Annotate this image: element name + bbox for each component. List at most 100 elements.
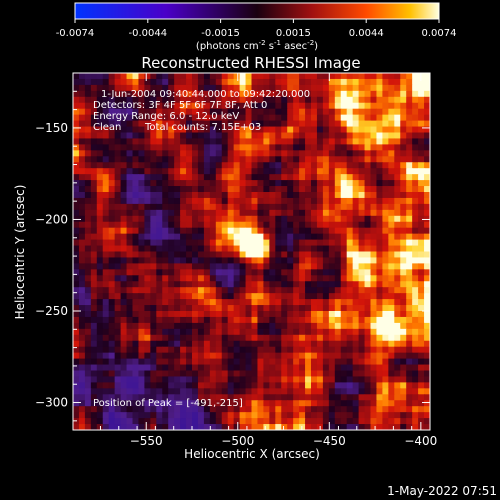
heatmap-cell: [186, 73, 193, 80]
heatmap-cell: [322, 132, 330, 140]
heatmap-cell: [328, 346, 336, 354]
heatmap-cell: [370, 144, 378, 151]
heatmap-cell: [180, 269, 187, 276]
heatmap-cell: [245, 376, 253, 383]
heatmap-cell: [418, 316, 425, 324]
heatmap-cell: [406, 352, 413, 360]
heatmap-cell: [84, 90, 92, 98]
heatmap-cell: [78, 263, 86, 270]
heatmap-cell: [275, 221, 282, 229]
heatmap-cell: [144, 334, 151, 342]
heatmap-cell: [257, 84, 264, 92]
heatmap-cell: [251, 192, 259, 199]
heatmap-cell: [78, 269, 86, 276]
heatmap-cell: [275, 346, 282, 354]
heatmap-cell: [251, 388, 259, 395]
heatmap-cell: [316, 227, 324, 235]
heatmap-cell: [364, 162, 372, 169]
heatmap-cell: [126, 233, 134, 241]
heatmap-cell: [275, 281, 282, 288]
heatmap-cell: [192, 203, 199, 211]
heatmap-cell: [126, 370, 134, 378]
heatmap-cell: [227, 334, 235, 342]
heatmap-cell: [322, 299, 330, 306]
heatmap-cell: [334, 257, 342, 264]
heatmap-cell: [394, 257, 401, 264]
heatmap-cell: [376, 108, 383, 116]
heatmap-cell: [215, 186, 223, 193]
heatmap-cell: [376, 156, 383, 163]
heatmap-cell: [150, 263, 157, 270]
heatmap-cell: [299, 352, 306, 360]
heatmap-cell: [382, 334, 389, 342]
heatmap-cell: [233, 263, 241, 270]
heatmap-cell: [209, 245, 217, 253]
heatmap-cell: [346, 203, 354, 211]
heatmap-cell: [299, 215, 306, 223]
heatmap-cell: [388, 73, 395, 80]
heatmap-cell: [275, 322, 282, 330]
heatmap-cell: [370, 316, 378, 324]
heatmap-cell: [96, 102, 104, 110]
heatmap-cell: [186, 221, 193, 229]
heatmap-cell: [352, 281, 360, 288]
heatmap-cell: [114, 245, 122, 253]
heatmap-cell: [192, 132, 199, 140]
heatmap-cell: [328, 370, 336, 378]
heatmap-cell: [114, 418, 122, 425]
heatmap-cell: [233, 346, 241, 354]
heatmap-cell: [102, 281, 110, 288]
heatmap-cell: [245, 269, 253, 276]
heatmap-cell: [215, 388, 223, 395]
heatmap-cell: [209, 418, 217, 425]
heatmap-cell: [221, 90, 229, 98]
heatmap-cell: [215, 84, 223, 92]
heatmap-cell: [269, 275, 276, 282]
heatmap-cell: [263, 400, 270, 407]
heatmap-cell: [251, 281, 259, 288]
heatmap-cell: [84, 168, 92, 175]
heatmap-cell: [418, 221, 425, 229]
heatmap-cell: [192, 221, 199, 229]
colorbar: [74, 2, 440, 20]
heatmap-cell: [382, 197, 389, 205]
heatmap-cell: [168, 239, 175, 247]
heatmap-cell: [424, 305, 430, 312]
heatmap-cell: [239, 162, 247, 169]
heatmap-cell: [209, 84, 217, 92]
heatmap-cell: [287, 406, 294, 413]
heatmap-cell: [108, 192, 116, 199]
heatmap-cell: [281, 352, 288, 360]
heatmap-cell: [388, 126, 395, 134]
heatmap-cell: [192, 90, 199, 98]
heatmap-cell: [263, 126, 270, 134]
heatmap-cell: [138, 168, 145, 175]
heatmap-cell: [394, 227, 401, 235]
heatmap-cell: [120, 233, 128, 241]
heatmap-cell: [227, 108, 235, 116]
heatmap-cell: [334, 108, 342, 116]
heatmap-cell: [352, 126, 360, 134]
heatmap-cell: [257, 287, 264, 294]
heatmap-cell: [73, 132, 80, 140]
heatmap-cell: [287, 203, 294, 211]
heatmap-cell: [251, 186, 259, 193]
heatmap-cell: [394, 340, 401, 348]
heatmap-cell: [287, 233, 294, 241]
heatmap-cell: [263, 90, 270, 98]
heatmap-cell: [233, 239, 241, 247]
heatmap-cell: [340, 186, 348, 193]
heatmap-cell: [305, 209, 312, 217]
heatmap-cell: [376, 305, 383, 312]
heatmap-cell: [346, 138, 354, 145]
heatmap-cell: [102, 245, 110, 253]
heatmap-cell: [412, 370, 419, 378]
heatmap-cell: [376, 311, 383, 318]
heatmap-cell: [334, 144, 342, 151]
heatmap-cell: [257, 114, 264, 122]
heatmap-cell: [102, 370, 110, 378]
heatmap-cell: [299, 227, 306, 235]
heatmap-cell: [251, 180, 259, 187]
heatmap-cell: [358, 233, 366, 241]
heatmap-cell: [340, 73, 348, 80]
